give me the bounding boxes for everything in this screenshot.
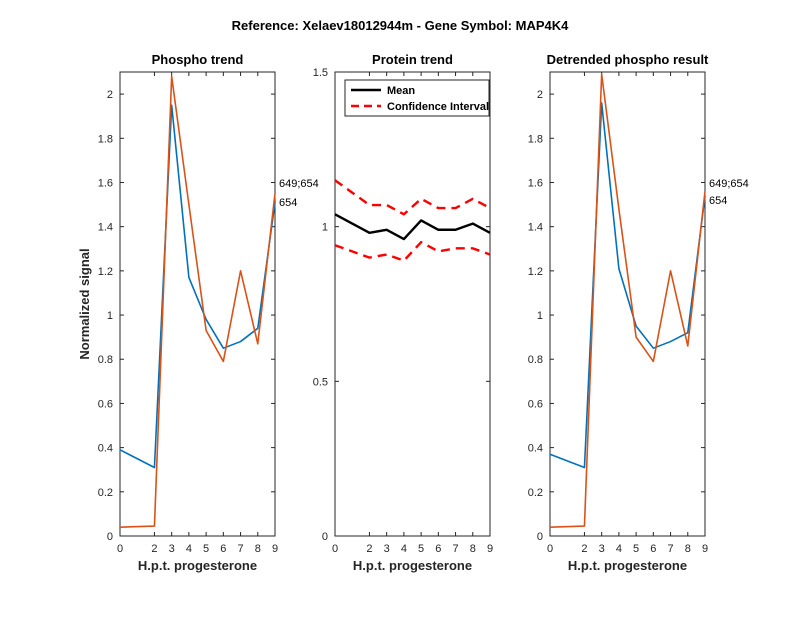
- x-tick-label: 6: [220, 543, 226, 555]
- x-tick-label: 2: [151, 543, 157, 555]
- x-tick-label: 4: [186, 543, 192, 555]
- y-tick-label: 1: [107, 310, 113, 322]
- y-tick-label: 1.6: [528, 177, 543, 189]
- y-tick-label: 1: [322, 222, 328, 234]
- y-tick-label: 1.2: [528, 266, 543, 278]
- series-line-649-654: [119, 75, 276, 528]
- series-annotation: 654: [279, 197, 297, 209]
- protein-axes-box: [334, 71, 491, 537]
- y-tick-label: 0.2: [528, 487, 543, 499]
- y-tick-label: 1.2: [98, 266, 113, 278]
- x-tick-label: 8: [685, 543, 691, 555]
- protein-xlabel: H.p.t. progesterone: [353, 558, 472, 573]
- x-tick-label: 9: [272, 543, 278, 555]
- x-tick-label: 8: [255, 543, 261, 555]
- y-tick-label: 0: [322, 531, 328, 543]
- y-tick-label: 0.2: [98, 487, 113, 499]
- series-annotation: 654: [709, 195, 727, 207]
- series-line-654: [119, 104, 276, 469]
- legend-label: Mean: [387, 85, 415, 97]
- x-tick-label: 5: [633, 543, 639, 555]
- phospho-ylabel: Normalized signal: [77, 248, 92, 359]
- series-line-649-654: [549, 73, 706, 528]
- x-tick-label: 5: [203, 543, 209, 555]
- y-tick-label: 0.8: [528, 354, 543, 366]
- x-tick-label: 0: [332, 543, 338, 555]
- legend-label: Confidence Interval: [387, 101, 489, 113]
- y-tick-label: 0.6: [528, 398, 543, 410]
- x-tick-label: 3: [384, 543, 390, 555]
- y-tick-label: 1.8: [98, 133, 113, 145]
- y-tick-label: 1.4: [528, 222, 543, 234]
- x-tick-label: 6: [650, 543, 656, 555]
- series-annotation: 649;654: [709, 178, 749, 190]
- y-tick-label: 0: [537, 531, 543, 543]
- y-tick-label: 1.5: [313, 67, 328, 79]
- y-tick-label: 0.4: [528, 443, 543, 455]
- y-tick-label: 2: [107, 89, 113, 101]
- protein-trend-panel: 0 0.5 1 1.5 0 2 3 4 5 6 7 8 9 Protein trend H.p.t. pro…: [313, 52, 493, 573]
- y-tick-label: 1.6: [98, 177, 113, 189]
- series-line-confidence-interval: [334, 179, 491, 216]
- y-tick-label: 0.5: [313, 376, 328, 388]
- x-tick-label: 4: [401, 543, 407, 555]
- x-tick-label: 0: [547, 543, 553, 555]
- x-tick-label: 3: [169, 543, 175, 555]
- phospho-trend-panel: 00.20.40.60.811.21.41.61.820 2 3 4 5 6 7 8 9Phos…: [77, 52, 319, 573]
- series-annotation: 649;654: [279, 178, 319, 190]
- y-tick-label: 1.4: [98, 222, 113, 234]
- x-tick-label: 9: [702, 543, 708, 555]
- figure-suptitle: Reference: Xelaev18012944m - Gene Symbol…: [232, 18, 569, 33]
- y-tick-label: 0: [107, 531, 113, 543]
- x-tick-label: 7: [667, 543, 673, 555]
- x-tick-label: 8: [470, 543, 476, 555]
- series-line-mean: [334, 213, 491, 241]
- protein-title: Protein trend: [372, 52, 453, 67]
- x-tick-label: 9: [487, 543, 493, 555]
- x-tick-label: 5: [418, 543, 424, 555]
- x-tick-label: 2: [366, 543, 372, 555]
- x-tick-label: 0: [117, 543, 123, 555]
- x-tick-label: 3: [599, 543, 605, 555]
- phospho-axes-box: [119, 71, 276, 537]
- x-tick-label: 4: [616, 543, 622, 555]
- y-tick-label: 2: [537, 89, 543, 101]
- detrended-axes-box: [549, 71, 706, 537]
- phospho-xlabel: H.p.t. progesterone: [138, 558, 257, 573]
- phospho-title: Phospho trend: [152, 52, 244, 67]
- series-line-confidence-interval-lower-: [334, 240, 491, 262]
- detrended-xlabel: H.p.t. progesterone: [568, 558, 687, 573]
- y-tick-label: 0.8: [98, 354, 113, 366]
- detrended-title: Detrended phospho result: [547, 52, 709, 67]
- series-line-654: [549, 102, 706, 469]
- y-tick-label: 1: [537, 310, 543, 322]
- detrended-phospho-panel: 00.20.40.60.811.21.41.61.820 2 3 4 5 6 7 8 9Detr…: [528, 52, 749, 573]
- x-tick-label: 7: [452, 543, 458, 555]
- y-tick-label: 0.6: [98, 398, 113, 410]
- y-tick-label: 0.4: [98, 443, 113, 455]
- x-tick-label: 6: [435, 543, 441, 555]
- y-tick-label: 1.8: [528, 133, 543, 145]
- x-tick-label: 2: [581, 543, 587, 555]
- x-tick-label: 7: [237, 543, 243, 555]
- legend-box: [344, 79, 490, 117]
